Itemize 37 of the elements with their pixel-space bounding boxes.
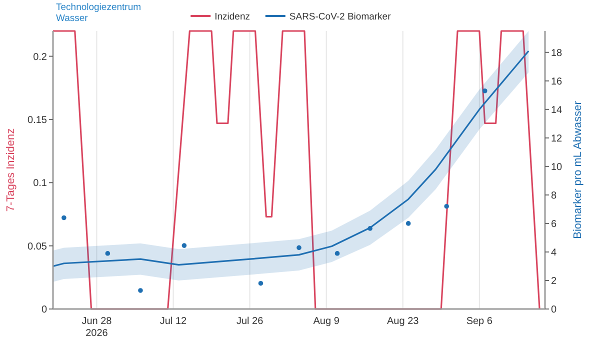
y2-axis-title: Biomarker pro mL Abwasser <box>572 100 584 239</box>
x-tick-label: Jun 28 2026 <box>82 316 112 338</box>
x-tick-label: Jul 12 <box>160 316 188 327</box>
y2-tick-label: 10 <box>551 162 563 173</box>
y-tick-label: 0.15 <box>28 114 48 126</box>
point <box>296 245 302 250</box>
point <box>105 251 110 256</box>
point <box>62 215 66 220</box>
y-tick-label: 0.1 <box>33 178 48 190</box>
y2-tick-label: 2 <box>551 276 557 287</box>
y2-tick-label: 4 <box>551 247 557 258</box>
point <box>138 288 143 293</box>
point <box>482 88 488 94</box>
legend-label: Inzidenz <box>214 12 250 22</box>
x-tick-label: Sep 6 <box>466 316 493 327</box>
y2-tick-label: 0 <box>551 304 557 316</box>
point <box>368 226 372 231</box>
point <box>182 243 187 248</box>
point <box>258 280 264 286</box>
x-tick-label: Aug 9 <box>313 316 340 327</box>
y-tick-label: 0 <box>41 304 48 316</box>
legend-label: SARS-CoV-2 Biomarker <box>289 12 391 22</box>
x-tick-label: Jul 26 <box>236 316 264 327</box>
y2-tick-label: 6 <box>551 218 557 230</box>
point <box>406 221 411 226</box>
text: Technologiezentrum Wasser <box>56 2 142 24</box>
y2-tick-label: 16 <box>551 76 563 88</box>
point <box>334 251 340 256</box>
y2-tick-label: 12 <box>551 133 563 144</box>
x-tick-label: Aug 23 <box>387 316 420 327</box>
y2-tick-label: 8 <box>551 190 557 202</box>
point <box>444 204 449 209</box>
y-tick-label: 0.2 <box>33 52 48 63</box>
y2-tick-label: 18 <box>551 48 563 59</box>
y-axis-title: 7-Tages Inzidenz <box>5 128 17 212</box>
y2-tick-label: 14 <box>551 104 563 116</box>
y-tick-label: 0.05 <box>28 241 48 252</box>
